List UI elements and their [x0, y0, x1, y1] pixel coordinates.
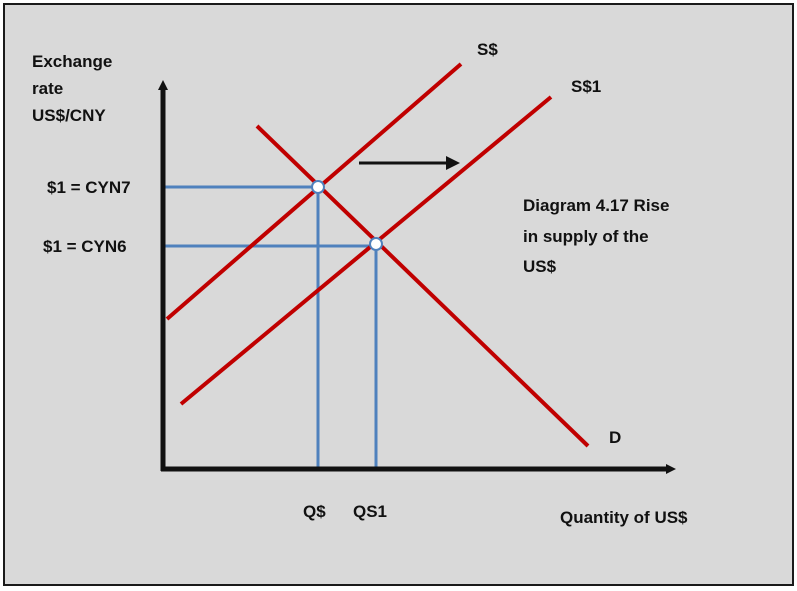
- axes: [158, 80, 676, 474]
- supply-demand-diagram: Exchange rate US$/CNY $1 = CYN7 $1 = CYN…: [32, 40, 688, 527]
- supply-curve-label: S$: [477, 40, 498, 59]
- y-axis-label-line-2: rate: [32, 79, 63, 98]
- supply-curve-new: [179, 95, 553, 406]
- caption-line-1: Diagram 4.17 Rise: [523, 196, 669, 215]
- y-axis-label-line-3: US$/CNY: [32, 106, 106, 125]
- price-label-p1: $1 = CYN7: [47, 178, 131, 197]
- equilibrium-point-2: [369, 237, 383, 251]
- demand-curve-label: D: [609, 428, 621, 447]
- diagram-frame: Exchange rate US$/CNY $1 = CYN7 $1 = CYN…: [3, 3, 794, 586]
- quantity-label-q2: QS1: [353, 502, 387, 521]
- equilibrium-point-1: [311, 180, 325, 194]
- x-axis-label: Quantity of US$: [560, 508, 688, 527]
- shift-arrow-head: [446, 156, 460, 170]
- guide-lines: [163, 185, 378, 468]
- supply-curve-new-label: S$1: [571, 77, 601, 96]
- y-axis-label-line-1: Exchange: [32, 52, 112, 71]
- price-label-p2: $1 = CYN6: [43, 237, 127, 256]
- caption-line-2: in supply of the: [523, 227, 649, 246]
- quantity-label-q1: Q$: [303, 502, 326, 521]
- caption-line-3: US$: [523, 257, 557, 276]
- demand-curve: [255, 124, 590, 448]
